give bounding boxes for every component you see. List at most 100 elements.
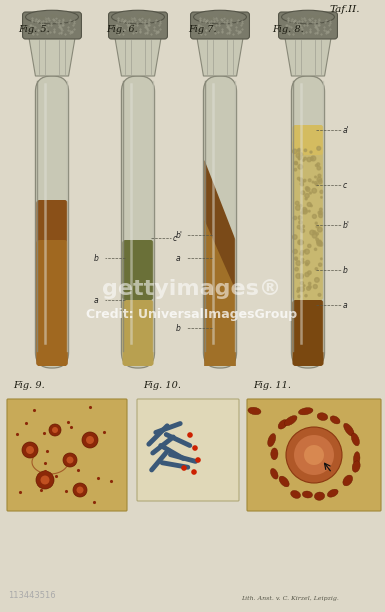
- Text: a: a: [343, 301, 347, 310]
- Circle shape: [307, 203, 311, 206]
- Circle shape: [298, 156, 302, 160]
- Text: b: b: [176, 324, 180, 333]
- Circle shape: [63, 453, 77, 467]
- Circle shape: [301, 258, 304, 261]
- Circle shape: [307, 157, 311, 162]
- Circle shape: [303, 209, 307, 214]
- Circle shape: [320, 190, 323, 193]
- Circle shape: [295, 258, 297, 260]
- Circle shape: [300, 274, 303, 278]
- Circle shape: [301, 250, 304, 253]
- Text: Fig. 11.: Fig. 11.: [253, 381, 291, 390]
- Ellipse shape: [281, 10, 335, 24]
- Circle shape: [315, 267, 318, 270]
- Circle shape: [295, 267, 298, 271]
- Circle shape: [301, 253, 303, 255]
- Circle shape: [295, 162, 298, 165]
- Circle shape: [317, 177, 321, 182]
- Circle shape: [308, 285, 311, 288]
- Circle shape: [294, 162, 298, 165]
- Circle shape: [297, 290, 299, 293]
- FancyBboxPatch shape: [293, 125, 323, 155]
- Circle shape: [318, 263, 322, 266]
- Circle shape: [301, 184, 303, 186]
- Circle shape: [315, 182, 317, 184]
- Circle shape: [300, 182, 303, 185]
- Circle shape: [315, 164, 318, 166]
- Text: Credit: UniversalImagesGroup: Credit: UniversalImagesGroup: [87, 308, 298, 321]
- Circle shape: [317, 166, 321, 170]
- Circle shape: [311, 157, 313, 160]
- Circle shape: [302, 207, 307, 212]
- Circle shape: [300, 204, 302, 207]
- Circle shape: [296, 206, 300, 211]
- Circle shape: [300, 282, 303, 285]
- Circle shape: [286, 427, 342, 483]
- Circle shape: [303, 179, 306, 182]
- Ellipse shape: [344, 424, 354, 436]
- Circle shape: [296, 274, 301, 278]
- Text: b: b: [94, 254, 98, 263]
- Text: Fig. 10.: Fig. 10.: [143, 381, 181, 390]
- Circle shape: [318, 180, 322, 184]
- Text: b': b': [176, 231, 182, 240]
- Circle shape: [298, 288, 301, 291]
- Circle shape: [52, 427, 58, 433]
- Text: 113443516: 113443516: [8, 591, 55, 600]
- Circle shape: [299, 178, 302, 181]
- Circle shape: [315, 176, 316, 178]
- Circle shape: [308, 244, 311, 248]
- Circle shape: [67, 457, 74, 463]
- Circle shape: [306, 263, 308, 266]
- Circle shape: [296, 154, 300, 158]
- Circle shape: [312, 181, 314, 183]
- Circle shape: [298, 148, 301, 151]
- Circle shape: [305, 294, 307, 297]
- Circle shape: [293, 149, 297, 154]
- Text: b': b': [343, 221, 350, 230]
- Circle shape: [318, 294, 321, 296]
- Polygon shape: [115, 38, 161, 76]
- FancyBboxPatch shape: [37, 240, 67, 366]
- Text: Taf.II.: Taf.II.: [330, 5, 360, 14]
- FancyBboxPatch shape: [23, 12, 82, 39]
- Circle shape: [302, 225, 305, 228]
- Circle shape: [305, 272, 309, 277]
- Circle shape: [302, 261, 304, 263]
- Circle shape: [301, 180, 304, 182]
- Ellipse shape: [302, 491, 313, 498]
- Circle shape: [298, 158, 300, 160]
- Circle shape: [321, 196, 322, 198]
- Circle shape: [22, 442, 38, 458]
- Text: Fig. 8.: Fig. 8.: [272, 25, 304, 34]
- Circle shape: [316, 238, 318, 241]
- Ellipse shape: [330, 416, 340, 424]
- Circle shape: [49, 424, 61, 436]
- FancyBboxPatch shape: [191, 12, 249, 39]
- Circle shape: [40, 476, 50, 485]
- Circle shape: [26, 446, 34, 454]
- Ellipse shape: [279, 476, 289, 487]
- FancyBboxPatch shape: [35, 76, 69, 368]
- Circle shape: [319, 242, 323, 246]
- Circle shape: [304, 250, 306, 252]
- Circle shape: [192, 445, 198, 451]
- FancyBboxPatch shape: [122, 240, 154, 300]
- Circle shape: [301, 191, 305, 195]
- Text: a: a: [176, 254, 180, 263]
- Text: Fig. 5.: Fig. 5.: [18, 25, 50, 34]
- Circle shape: [300, 253, 302, 255]
- FancyBboxPatch shape: [293, 140, 323, 300]
- Circle shape: [316, 225, 318, 228]
- Circle shape: [299, 221, 302, 224]
- Circle shape: [317, 241, 322, 246]
- Circle shape: [82, 432, 98, 448]
- Ellipse shape: [25, 10, 79, 24]
- Ellipse shape: [352, 461, 360, 472]
- Circle shape: [296, 261, 301, 266]
- Circle shape: [308, 282, 311, 285]
- Circle shape: [320, 211, 323, 215]
- Circle shape: [317, 146, 321, 151]
- Circle shape: [310, 151, 312, 153]
- Circle shape: [297, 149, 300, 152]
